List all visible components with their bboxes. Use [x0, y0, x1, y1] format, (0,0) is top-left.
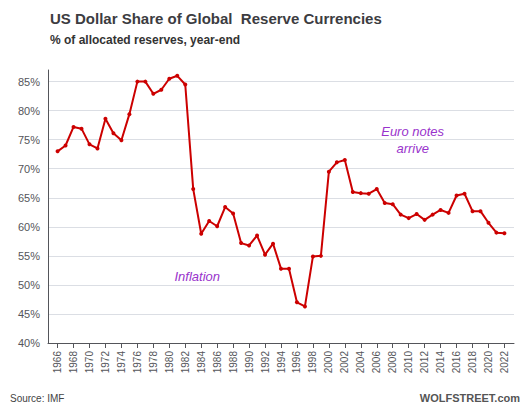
svg-text:Source: IMF: Source: IMF	[10, 393, 64, 404]
svg-text:2022: 2022	[499, 351, 510, 374]
svg-text:2008: 2008	[387, 351, 398, 374]
svg-text:1972: 1972	[100, 351, 111, 374]
svg-text:1992: 1992	[260, 351, 271, 374]
svg-text:45%: 45%	[18, 308, 40, 320]
svg-text:2002: 2002	[339, 351, 350, 374]
svg-text:85%: 85%	[18, 76, 40, 88]
svg-text:2014: 2014	[435, 351, 446, 374]
svg-text:1976: 1976	[132, 351, 143, 374]
svg-text:1980: 1980	[164, 351, 175, 374]
svg-text:1998: 1998	[307, 351, 318, 374]
svg-text:% of allocated reserves, year-: % of allocated reserves, year-end	[50, 33, 240, 47]
svg-text:WOLFSTREET.com: WOLFSTREET.com	[420, 392, 520, 404]
svg-text:1978: 1978	[148, 351, 159, 374]
svg-text:arrive: arrive	[396, 141, 429, 156]
svg-text:2004: 2004	[355, 351, 366, 374]
svg-text:40%: 40%	[18, 337, 40, 349]
svg-text:2018: 2018	[467, 351, 478, 374]
svg-text:Euro notes: Euro notes	[381, 124, 444, 139]
svg-text:2016: 2016	[451, 351, 462, 374]
svg-text:75%: 75%	[18, 134, 40, 146]
svg-text:2012: 2012	[419, 351, 430, 374]
svg-text:2000: 2000	[323, 351, 334, 374]
svg-text:1974: 1974	[116, 351, 127, 374]
svg-text:1984: 1984	[196, 351, 207, 374]
svg-text:US Dollar Share of Global Res: US Dollar Share of Global Reserve Curren…	[50, 10, 382, 27]
svg-text:1982: 1982	[180, 351, 191, 374]
svg-text:80%: 80%	[18, 105, 40, 117]
svg-text:1994: 1994	[276, 351, 287, 374]
svg-text:1986: 1986	[212, 351, 223, 374]
svg-text:1996: 1996	[291, 351, 302, 374]
svg-text:Inflation: Inflation	[174, 269, 220, 284]
svg-text:1990: 1990	[244, 351, 255, 374]
svg-text:2006: 2006	[371, 351, 382, 374]
svg-text:2010: 2010	[403, 351, 414, 374]
svg-text:1968: 1968	[68, 351, 79, 374]
svg-text:50%: 50%	[18, 279, 40, 291]
svg-text:2020: 2020	[483, 351, 494, 374]
svg-text:1970: 1970	[84, 351, 95, 374]
svg-text:55%: 55%	[18, 250, 40, 262]
svg-text:70%: 70%	[18, 163, 40, 175]
svg-text:65%: 65%	[18, 192, 40, 204]
svg-text:1966: 1966	[52, 351, 63, 374]
svg-text:60%: 60%	[18, 221, 40, 233]
svg-text:1988: 1988	[228, 351, 239, 374]
